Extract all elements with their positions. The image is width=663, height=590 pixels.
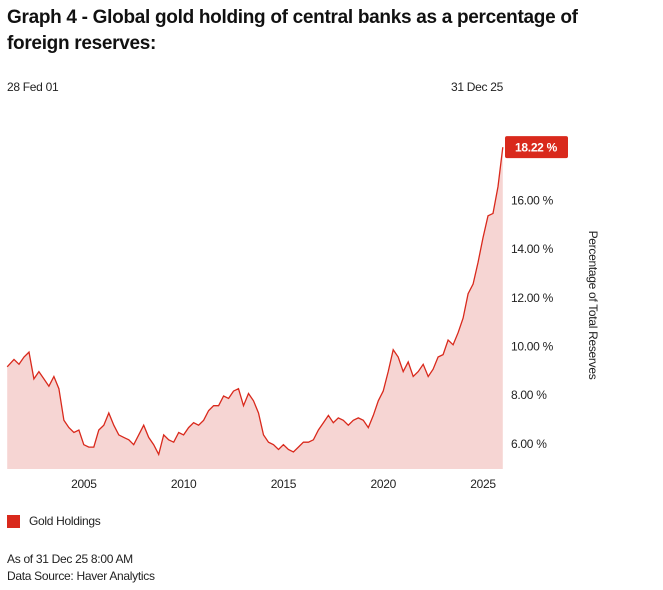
- callout-box: [505, 136, 568, 159]
- footer: Data Source: Haver Analytics: [7, 569, 155, 583]
- x-tick-label: 2020: [370, 477, 396, 491]
- chart-title: foreign reserves:: [7, 33, 156, 54]
- footer: As of 31 Dec 25 8:00 AM: [7, 552, 133, 566]
- start-label: 28 Fed 01: [7, 80, 59, 94]
- y-tick-label: 10.00 %: [511, 339, 554, 353]
- line: [6, 147, 504, 457]
- x-tick-label: 2015: [271, 477, 297, 491]
- y-tick-label: 8.00 %: [511, 388, 547, 402]
- x-tick-label: 2025: [470, 477, 496, 491]
- end-label: 31 Dec 25: [451, 80, 504, 94]
- y-tick-label: 6.00 %: [511, 437, 547, 451]
- y-tick-label: 16.00 %: [511, 193, 554, 207]
- legend-label: Gold Holdings: [29, 514, 101, 528]
- y-tick-label: 14.00 %: [511, 242, 554, 256]
- x-tick-label: 2005: [71, 477, 97, 491]
- callout-label: 18.22 %: [515, 140, 558, 154]
- y-axis-label: Percentage of Total Reserves: [586, 231, 600, 380]
- legend-swatch: [7, 515, 20, 528]
- x-tick-label: 2010: [171, 477, 197, 491]
- y-tick-label: 12.00 %: [511, 291, 554, 305]
- area: [7, 147, 503, 469]
- chart-title: Graph 4 - Global gold holding of central…: [7, 7, 579, 28]
